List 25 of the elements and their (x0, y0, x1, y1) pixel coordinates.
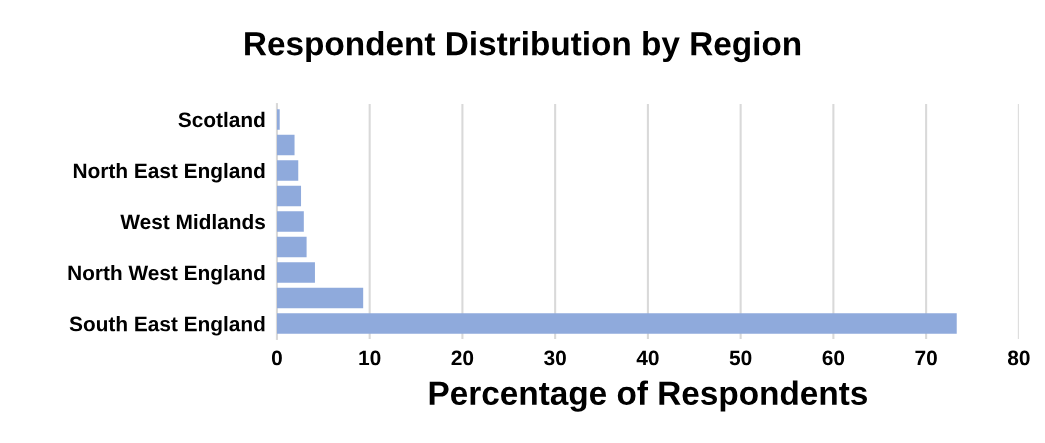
y-tick-label: South East England (69, 316, 265, 336)
x-axis-title: Percentage of Respondents (429, 380, 867, 412)
y-tick-label: North East England (73, 162, 265, 183)
bar (276, 185, 302, 207)
y-tick-label: Scotland (178, 111, 265, 128)
y-tick-label: North West England (68, 264, 265, 285)
bar (276, 262, 315, 283)
bar (276, 134, 295, 156)
chart-title: Respondent Distribution by Region (245, 31, 801, 63)
bar (276, 313, 957, 334)
bar (276, 160, 299, 181)
y-tick-label: West Midlands (120, 213, 265, 230)
x-tick-label: 60 (822, 350, 845, 366)
bar (276, 236, 307, 258)
bar (276, 109, 280, 130)
x-tick-label: 10 (359, 350, 381, 366)
x-tick-label: 50 (729, 350, 752, 366)
x-tick-label: 40 (636, 350, 659, 366)
x-tick-label: 0 (271, 350, 282, 366)
x-tick-label: 30 (544, 350, 566, 366)
x-tick-label: 80 (1007, 350, 1030, 366)
x-tick-label: 20 (451, 350, 474, 366)
x-tick-label: 70 (915, 350, 937, 366)
bar (276, 211, 304, 232)
bar (276, 287, 364, 309)
